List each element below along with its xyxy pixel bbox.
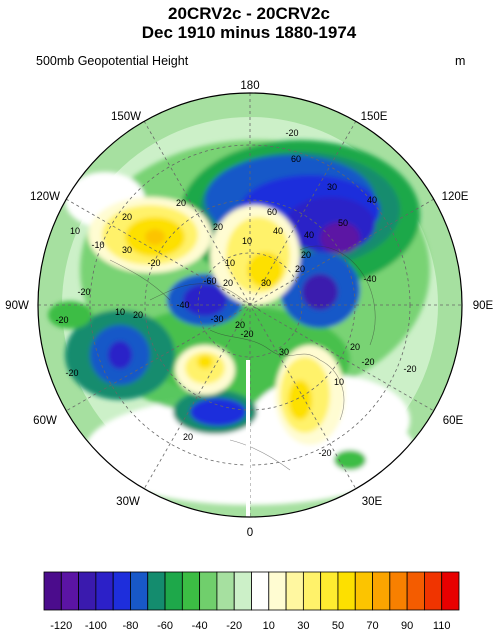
contour-label: 10 xyxy=(242,236,252,246)
contour-label: 20 xyxy=(176,198,186,208)
contour-label: -20 xyxy=(77,287,90,297)
colorbar-tick-label: 10 xyxy=(263,620,275,632)
colorbar-box xyxy=(78,571,97,611)
colorbar-box xyxy=(130,571,149,611)
contour-label: 20 xyxy=(235,320,245,330)
colorbar-box xyxy=(406,571,425,611)
contour-label: 20 xyxy=(183,432,193,442)
colorbar-box xyxy=(233,571,252,611)
contour-label: 20 xyxy=(295,264,305,274)
lon-label-90e: 90E xyxy=(473,300,494,312)
lon-label-30w: 30W xyxy=(116,496,140,508)
colorbar-box xyxy=(95,571,114,611)
contour-label: 20 xyxy=(133,310,143,320)
contour-label: 60 xyxy=(267,207,277,217)
contour-label: -60 xyxy=(203,276,216,286)
lon-label-120w: 120W xyxy=(30,191,60,203)
colorbar-box xyxy=(337,571,356,611)
contour-label: 40 xyxy=(367,195,377,205)
title-line-2: Dec 1910 minus 1880-1974 xyxy=(141,23,357,42)
colorbar-ticks: -120 -100 -80 -60 -40 -20 10 30 50 70 90 110 xyxy=(50,620,450,632)
lon-label-60e: 60E xyxy=(443,415,464,427)
contour-label: 40 xyxy=(273,226,283,236)
map-border xyxy=(37,92,463,518)
contour-label: 20 xyxy=(350,342,360,352)
contour-label: 30 xyxy=(261,278,271,288)
contour-label: 10 xyxy=(70,226,80,236)
contour-label: 10 xyxy=(115,307,125,317)
contour-label: -20 xyxy=(147,258,160,268)
colorbar-box xyxy=(372,571,391,611)
colorbar-tick-label: -100 xyxy=(85,620,107,632)
contour-label: 20 xyxy=(122,212,132,222)
colorbar-box xyxy=(302,571,322,611)
colorbar-box xyxy=(43,571,62,611)
contour-label: -20 xyxy=(361,357,374,367)
lon-label-150w: 150W xyxy=(111,111,141,123)
contour-label: -40 xyxy=(176,300,189,310)
colorbar-box xyxy=(285,571,304,611)
contour-label: 30 xyxy=(122,245,132,255)
contour-label: 20 xyxy=(301,250,311,260)
colorbar-tick-label: -20 xyxy=(226,620,242,632)
colorbar-tick-label: 110 xyxy=(433,620,451,632)
colorbar-box xyxy=(112,571,131,611)
colorbar-box xyxy=(199,571,218,611)
contour-label: 10 xyxy=(225,258,235,268)
contour-label: -40 xyxy=(363,274,376,284)
colorbar-boxes xyxy=(43,571,460,611)
contour-label: 40 xyxy=(304,230,314,240)
contour-label: -20 xyxy=(318,448,331,458)
lon-label-0: 0 xyxy=(247,527,253,539)
contour-label: -20 xyxy=(285,128,298,138)
lon-label-120e: 120E xyxy=(442,191,469,203)
contour-label: -30 xyxy=(210,314,223,324)
colorbar-box xyxy=(216,571,235,611)
colorbar-tick-label: 90 xyxy=(401,620,413,632)
colorbar-box xyxy=(389,571,408,611)
lon-label-60w: 60W xyxy=(33,415,57,427)
lon-label-150e: 150E xyxy=(361,111,388,123)
lon-label-30e: 30E xyxy=(362,496,383,508)
contour-label: -10 xyxy=(91,240,104,250)
colorbar-box xyxy=(251,571,270,611)
colorbar-tick-label: 70 xyxy=(366,620,378,632)
colorbar-tick-label: 30 xyxy=(297,620,309,632)
units-label: m xyxy=(455,54,466,68)
colorbar-box xyxy=(424,571,443,611)
contour-label: -20 xyxy=(55,315,68,325)
contour-label: 30 xyxy=(279,347,289,357)
colorbar-box xyxy=(268,571,287,611)
contour-labels: -20 60 30 40 60 50 40 10 -10 30 20 20 20 10 10 40 20 20 30… xyxy=(55,128,416,458)
contour-label: 50 xyxy=(338,218,348,228)
contour-label: -20 xyxy=(65,368,78,378)
colorbar-box xyxy=(147,571,166,611)
colorbar-box xyxy=(164,571,183,611)
colorbar-box xyxy=(181,571,201,611)
colorbar-tick-label: 50 xyxy=(332,620,344,632)
contour-label: 30 xyxy=(327,182,337,192)
colorbar-box xyxy=(441,571,460,611)
contour-label: -20 xyxy=(403,364,416,374)
lon-label-90w: 90W xyxy=(5,300,29,312)
colorbar-tick-label: -80 xyxy=(123,620,139,632)
contour-label: 10 xyxy=(334,377,344,387)
colorbar-box xyxy=(354,571,373,611)
contour-label: 20 xyxy=(213,222,223,232)
colorbar-tick-label: -60 xyxy=(157,620,173,632)
colorbar-box xyxy=(60,571,79,611)
contour-label: 20 xyxy=(223,278,233,288)
contour-label: 60 xyxy=(291,154,301,164)
colorbar-box xyxy=(320,571,339,611)
subtitle-left: 500mb Geopotential Height xyxy=(36,54,189,68)
coastlines xyxy=(109,245,376,471)
lon-label-180: 180 xyxy=(240,80,259,92)
title-line-1: 20CRV2c - 20CRV2c xyxy=(168,4,330,23)
colorbar-tick-label: -120 xyxy=(50,620,72,632)
colorbar-tick-label: -40 xyxy=(192,620,208,632)
contour-label: -20 xyxy=(240,329,253,339)
